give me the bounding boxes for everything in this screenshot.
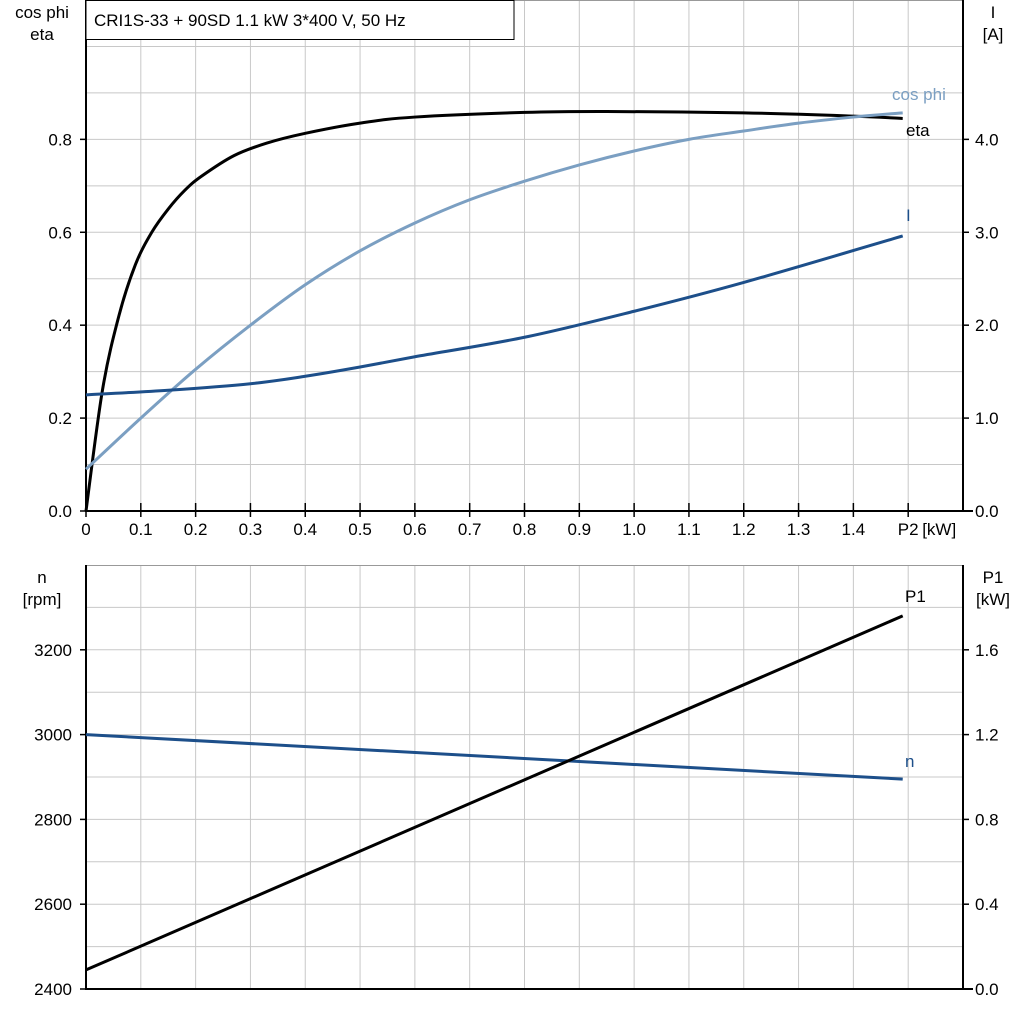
y-tick-label-right: 1.0: [975, 409, 999, 428]
x-tick-label: 0.4: [293, 520, 317, 539]
y-tick-label-right: 4.0: [975, 130, 999, 149]
y-tick-label-left: 2800: [34, 810, 72, 829]
x-tick-label: 0.2: [184, 520, 208, 539]
series-line-cos-phi: [84, 111, 903, 471]
y-axis-title-left: n [rpm]: [23, 568, 62, 609]
title-box: [85, 0, 515, 40]
series-label-n: n: [905, 752, 914, 771]
x-tick-label: 0.1: [129, 520, 153, 539]
y-tick-label-right: 2.0: [975, 316, 999, 335]
x-tick-label: 0: [81, 520, 90, 539]
y-tick-label-left: 0.4: [48, 316, 72, 335]
y-tick-label-left: 0.2: [48, 409, 72, 428]
x-tick-label: 1.4: [842, 520, 866, 539]
y-tick-label-left: 2600: [34, 895, 72, 914]
x-axis-unit: [kW]: [922, 520, 956, 539]
x-tick-label: 0.9: [567, 520, 591, 539]
y-axis-title-right: I [A]: [983, 3, 1004, 44]
chart-title: CRI1S-33 + 90SD 1.1 kW 3*400 V, 50 Hz: [94, 11, 406, 30]
y-tick-label-right: 0.0: [975, 980, 999, 999]
x-tick-label: 1.2: [732, 520, 756, 539]
y-axis-title-left: cos phi eta: [15, 3, 69, 44]
x-tick-label: 0.7: [458, 520, 482, 539]
y-tick-label-left: 0.8: [48, 130, 72, 149]
y-tick-label-left: 2400: [34, 980, 72, 999]
y-tick-label-right: 1.6: [975, 641, 999, 660]
x-tick-label: 1.3: [787, 520, 811, 539]
y-tick-label-right: 0.4: [975, 895, 999, 914]
y-tick-label-left: 3200: [34, 641, 72, 660]
y-tick-label-left: 3000: [34, 726, 72, 745]
x-tick-label: 0.3: [239, 520, 263, 539]
series-line-n: [85, 733, 903, 781]
series-label-eta: eta: [906, 121, 930, 140]
x-tick-label: 1.0: [622, 520, 646, 539]
x-tick-label: 0.8: [513, 520, 537, 539]
series-label-cos-phi: cos phi: [892, 85, 946, 104]
x-tick-label: P2: [898, 520, 919, 539]
x-tick-label: 1.1: [677, 520, 701, 539]
x-tick-label: 0.6: [403, 520, 427, 539]
series-line-eta: [84, 109, 903, 512]
x-tick-label: 0.5: [348, 520, 372, 539]
y-tick-label-right: 3.0: [975, 223, 999, 242]
series-label-i: I: [906, 206, 911, 225]
panel-2: 2400 2600 2800 3000 3200 0.0 0.4 0.8 1.2 1.6 n [rpm…: [23, 565, 1010, 999]
y-tick-label-right: 0.0: [975, 502, 999, 521]
y-axis-title-right: P1 [kW]: [976, 568, 1010, 609]
series-line-p1: [85, 614, 904, 972]
y-tick-label-right: 0.8: [975, 810, 999, 829]
y-tick-label-left: 0.6: [48, 223, 72, 242]
y-tick-label-left: 0.0: [48, 502, 72, 521]
series-line-i: [85, 234, 904, 397]
y-tick-label-right: 1.2: [975, 726, 999, 745]
series-label-p1: P1: [905, 587, 926, 606]
